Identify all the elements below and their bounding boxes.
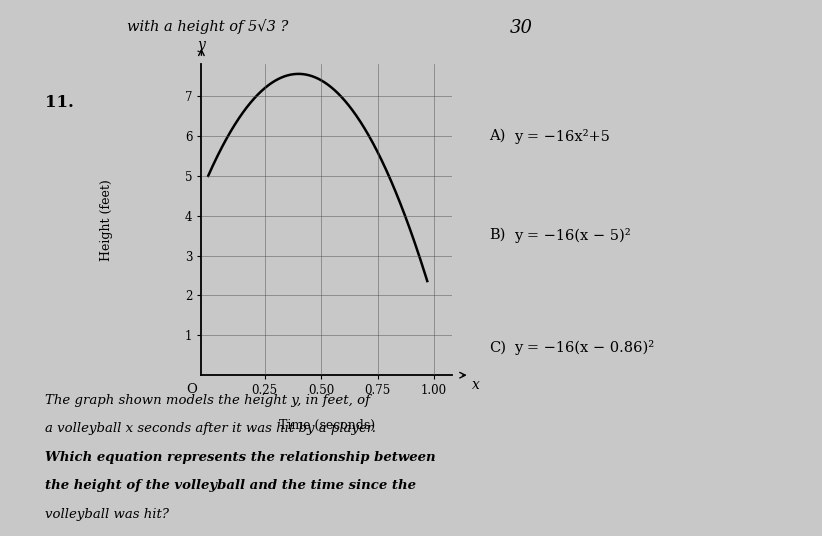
- Text: A): A): [489, 129, 506, 143]
- Text: Time (seconds): Time (seconds): [279, 419, 375, 431]
- Text: Height (feet): Height (feet): [99, 179, 113, 260]
- Text: O: O: [186, 383, 196, 396]
- Text: the height of the volleyball and the time since the: the height of the volleyball and the tim…: [45, 479, 416, 492]
- Text: a volleyball x seconds after it was hit by a player.: a volleyball x seconds after it was hit …: [45, 422, 376, 435]
- Text: 30: 30: [510, 19, 533, 37]
- Text: Which equation represents the relationship between: Which equation represents the relationsh…: [45, 451, 436, 464]
- Text: y = −16x²+5: y = −16x²+5: [514, 129, 610, 144]
- Text: C): C): [489, 340, 506, 354]
- Text: with a height of 5√3 ?: with a height of 5√3 ?: [127, 19, 289, 34]
- Text: B): B): [489, 228, 506, 242]
- Text: x: x: [472, 378, 480, 392]
- Text: y = −16(x − 0.86)²: y = −16(x − 0.86)²: [514, 340, 653, 355]
- Text: volleyball was hit?: volleyball was hit?: [45, 508, 169, 520]
- Text: 11.: 11.: [45, 94, 74, 111]
- Text: y: y: [197, 38, 206, 52]
- Text: The graph shown models the height y, in feet, of: The graph shown models the height y, in …: [45, 394, 370, 407]
- Text: y = −16(x − 5)²: y = −16(x − 5)²: [514, 228, 630, 243]
